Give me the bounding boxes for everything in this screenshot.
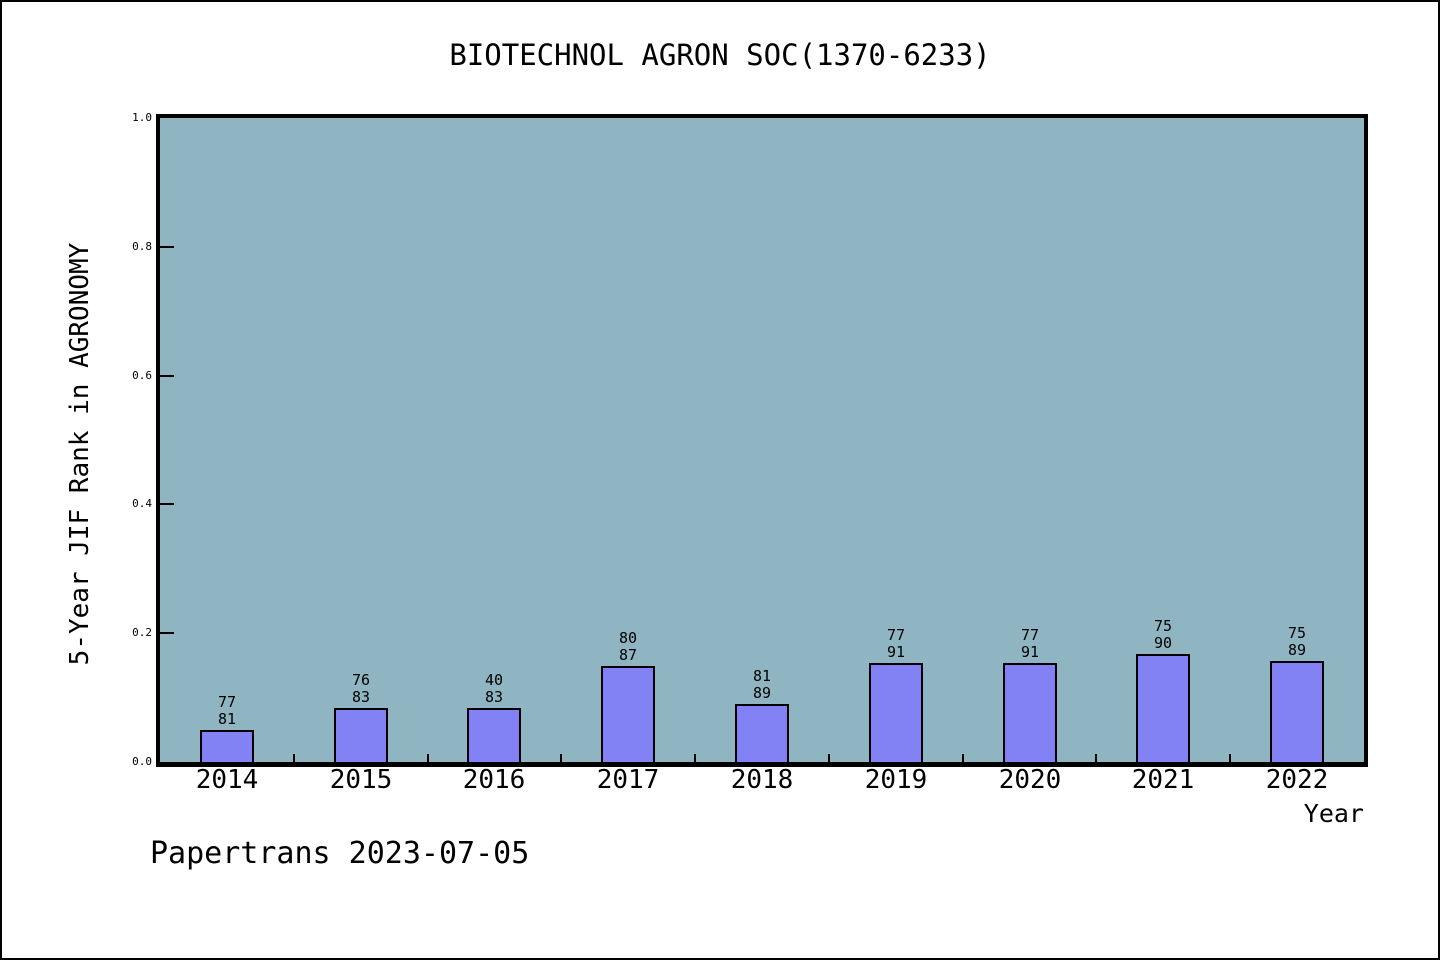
y-tick-label-0.6: 0.6 — [132, 369, 152, 382]
bar-2020 — [1003, 663, 1057, 762]
bar-2014 — [200, 730, 254, 762]
bar-label-rank: 40 — [484, 671, 504, 689]
x-tick-label-2022: 2022 — [1265, 765, 1329, 795]
plot-inner-area: 77 81 76 83 40 83 80 87 81 89 77 91 77 91 75 90 75 89 — [160, 118, 1364, 762]
bar-label-total: 89 — [1287, 641, 1307, 659]
x-tick-label-2018: 2018 — [730, 765, 794, 795]
x-tick-mark — [1229, 754, 1231, 762]
y-tick-mark — [160, 503, 174, 505]
bar-value-label-2021: 75 90 — [1121, 618, 1205, 652]
x-tick-mark — [694, 754, 696, 762]
x-tick-label-2014: 2014 — [195, 765, 259, 795]
bar-label-rank: 75 — [1287, 624, 1307, 642]
bar-label-rank: 75 — [1153, 617, 1173, 635]
watermark-text: Papertrans 2023-07-05 — [150, 836, 530, 871]
bar-label-rank: 77 — [886, 626, 906, 644]
bar-label-total: 83 — [484, 688, 504, 706]
bar-value-label-2020: 77 91 — [988, 627, 1072, 661]
x-tick-mark — [560, 754, 562, 762]
y-tick-mark — [160, 375, 174, 377]
chart-title: BIOTECHNOL AGRON SOC(1370-6233) — [449, 38, 991, 72]
plot-area: 77 81 76 83 40 83 80 87 81 89 77 91 77 91 75 90 75 89 — [156, 114, 1368, 767]
x-tick-label-2021: 2021 — [1131, 765, 1195, 795]
y-tick-label-1.0: 1.0 — [132, 111, 152, 124]
y-tick-mark — [160, 246, 174, 248]
y-tick-label-0.2: 0.2 — [132, 626, 152, 639]
bar-value-label-2015: 76 83 — [319, 672, 403, 706]
x-tick-label-2017: 2017 — [596, 765, 660, 795]
x-tick-mark — [293, 754, 295, 762]
bar-value-label-2016: 40 83 — [452, 672, 536, 706]
x-tick-label-2019: 2019 — [864, 765, 928, 795]
bar-label-rank: 77 — [1020, 626, 1040, 644]
x-tick-mark — [962, 754, 964, 762]
bar-value-label-2017: 80 87 — [586, 630, 670, 664]
y-tick-label-0.0: 0.0 — [132, 755, 152, 768]
bar-label-total: 83 — [351, 688, 371, 706]
y-tick-label-0.4: 0.4 — [132, 497, 152, 510]
bar-value-label-2022: 75 89 — [1255, 625, 1339, 659]
bar-2015 — [334, 708, 388, 762]
x-tick-mark — [1095, 754, 1097, 762]
x-axis-label: Year — [1303, 799, 1364, 828]
bar-label-rank: 81 — [752, 667, 772, 685]
x-tick-label-2020: 2020 — [998, 765, 1062, 795]
bar-2021 — [1136, 654, 1190, 762]
bar-label-total: 87 — [618, 646, 638, 664]
bar-value-label-2019: 77 91 — [854, 627, 938, 661]
y-axis-label: 5-Year JIF Rank in AGRONOMY — [65, 242, 95, 666]
bar-label-total: 89 — [752, 684, 772, 702]
bar-2019 — [869, 663, 923, 762]
y-tick-label-0.8: 0.8 — [132, 240, 152, 253]
bar-2017 — [601, 666, 655, 762]
bar-label-rank: 76 — [351, 671, 371, 689]
bar-label-total: 81 — [217, 710, 237, 728]
bar-label-rank: 77 — [217, 693, 237, 711]
x-tick-mark — [828, 754, 830, 762]
bar-label-rank: 80 — [618, 629, 638, 647]
bar-2018 — [735, 704, 789, 762]
bar-label-total: 91 — [1020, 643, 1040, 661]
bar-value-label-2014: 77 81 — [185, 694, 269, 728]
bar-2016 — [467, 708, 521, 762]
bar-2022 — [1270, 661, 1324, 762]
x-tick-mark — [427, 754, 429, 762]
bar-label-total: 90 — [1153, 634, 1173, 652]
bar-value-label-2018: 81 89 — [720, 668, 804, 702]
bar-label-total: 91 — [886, 643, 906, 661]
x-tick-label-2015: 2015 — [329, 765, 393, 795]
y-tick-mark — [160, 632, 174, 634]
x-tick-label-2016: 2016 — [462, 765, 526, 795]
